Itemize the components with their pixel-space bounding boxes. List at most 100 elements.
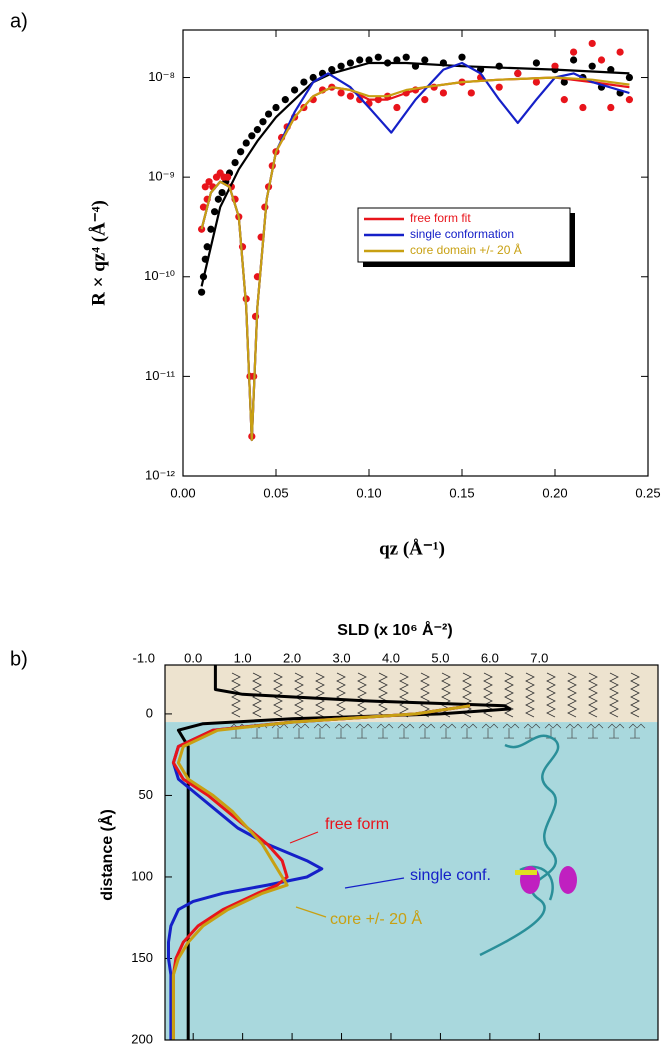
headgroup — [628, 723, 646, 739]
data-point — [597, 56, 606, 64]
data-point — [570, 56, 578, 64]
data-point — [264, 110, 273, 118]
data-point — [625, 96, 634, 104]
data-point — [402, 53, 410, 61]
lipid-chain — [336, 672, 346, 718]
x-tick-label: 0.10 — [356, 485, 381, 500]
x-tick-label: 0.05 — [263, 485, 288, 500]
data-point — [242, 139, 250, 147]
data-point — [198, 288, 206, 296]
headgroup — [460, 723, 478, 739]
x-tick-label: 6.0 — [481, 650, 499, 665]
data-point — [570, 48, 578, 56]
data-point — [337, 62, 345, 70]
headgroup — [607, 723, 625, 739]
data-point — [532, 59, 541, 67]
y-tick-label: 10⁻⁹ — [148, 169, 175, 184]
legend-label: core domain +/- 20 Å — [410, 242, 522, 257]
data-point — [467, 89, 475, 97]
data-point — [579, 103, 587, 112]
data-point — [346, 92, 354, 100]
annotation-pointer — [344, 877, 405, 889]
legend-label: free form fit — [410, 211, 471, 225]
data-point — [393, 103, 401, 112]
plot-frame — [164, 664, 659, 1041]
helix — [559, 866, 577, 894]
headgroup — [397, 723, 415, 739]
lipid-chain — [567, 672, 577, 718]
annotation-pointer — [295, 906, 327, 918]
x-tick-label: 0.0 — [184, 650, 202, 665]
headgroup — [355, 723, 373, 739]
data-point — [205, 178, 213, 186]
headgroup — [439, 723, 457, 739]
strand — [515, 870, 537, 875]
data-point — [439, 89, 447, 97]
data-line — [176, 665, 512, 1040]
data-point — [224, 173, 232, 181]
y-tick-label: 200 — [131, 1031, 153, 1046]
data-line — [200, 76, 630, 442]
lipid-chain — [504, 672, 514, 718]
lipid-chain — [315, 672, 325, 718]
headgroup — [586, 723, 604, 739]
data-point — [203, 243, 211, 251]
x-tick-label: 4.0 — [382, 650, 400, 665]
data-point — [214, 195, 222, 203]
lipid-chain — [630, 672, 640, 718]
headgroup — [565, 723, 583, 739]
data-point — [291, 86, 299, 94]
data-point — [421, 56, 429, 64]
data-point — [560, 96, 568, 104]
headgroup — [334, 723, 352, 739]
data-point — [218, 188, 226, 197]
x-tick-label: 0.00 — [170, 485, 195, 500]
plot-frame — [182, 29, 649, 477]
data-point — [514, 69, 522, 78]
data-point — [356, 56, 364, 64]
data-point — [337, 89, 345, 97]
x-tick-label: 2.0 — [283, 650, 301, 665]
data-point — [374, 53, 382, 61]
x-axis-label: qz (Å⁻¹) — [379, 538, 445, 559]
y-tick-label: 10⁻¹¹ — [145, 368, 176, 383]
x-tick-label: 0.20 — [542, 485, 567, 500]
annotation: core +/- 20 Å — [330, 909, 422, 928]
data-point — [346, 59, 354, 67]
y-tick-label: 100 — [131, 868, 153, 883]
data-line — [171, 704, 471, 1040]
lipid-chain — [378, 672, 388, 718]
lipid-chain — [609, 672, 619, 718]
data-point — [607, 103, 615, 112]
data-point — [458, 53, 466, 61]
headgroup — [292, 723, 310, 739]
annotation: single conf. — [410, 867, 491, 884]
data-point — [560, 78, 568, 86]
x-tick-label: 0.15 — [449, 485, 474, 500]
lipid-chain — [231, 672, 241, 718]
lipid-chain — [546, 672, 556, 718]
data-point — [365, 56, 373, 64]
annotation: free form — [325, 816, 389, 833]
lipid-chain — [525, 672, 535, 718]
data-point — [300, 78, 308, 86]
y-tick-label: 150 — [131, 950, 153, 965]
x-tick-label: 1.0 — [234, 650, 252, 665]
lipid-chain — [420, 672, 430, 718]
data-line — [171, 704, 471, 1040]
lipid-chain — [399, 672, 409, 718]
data-point — [551, 62, 559, 70]
data-point — [309, 73, 317, 82]
x-tick-label: 3.0 — [332, 650, 350, 665]
panel-label: a) — [10, 10, 28, 32]
y-tick-label: 50 — [139, 787, 153, 802]
y-tick-label: 10⁻¹² — [145, 467, 176, 482]
data-point — [201, 183, 209, 191]
data-point — [588, 62, 596, 70]
data-point — [588, 39, 596, 48]
panel-label: b) — [10, 648, 28, 670]
x-tick-label: 0.25 — [635, 485, 660, 500]
data-point — [231, 158, 239, 167]
x-tick-label: 7.0 — [530, 650, 548, 665]
